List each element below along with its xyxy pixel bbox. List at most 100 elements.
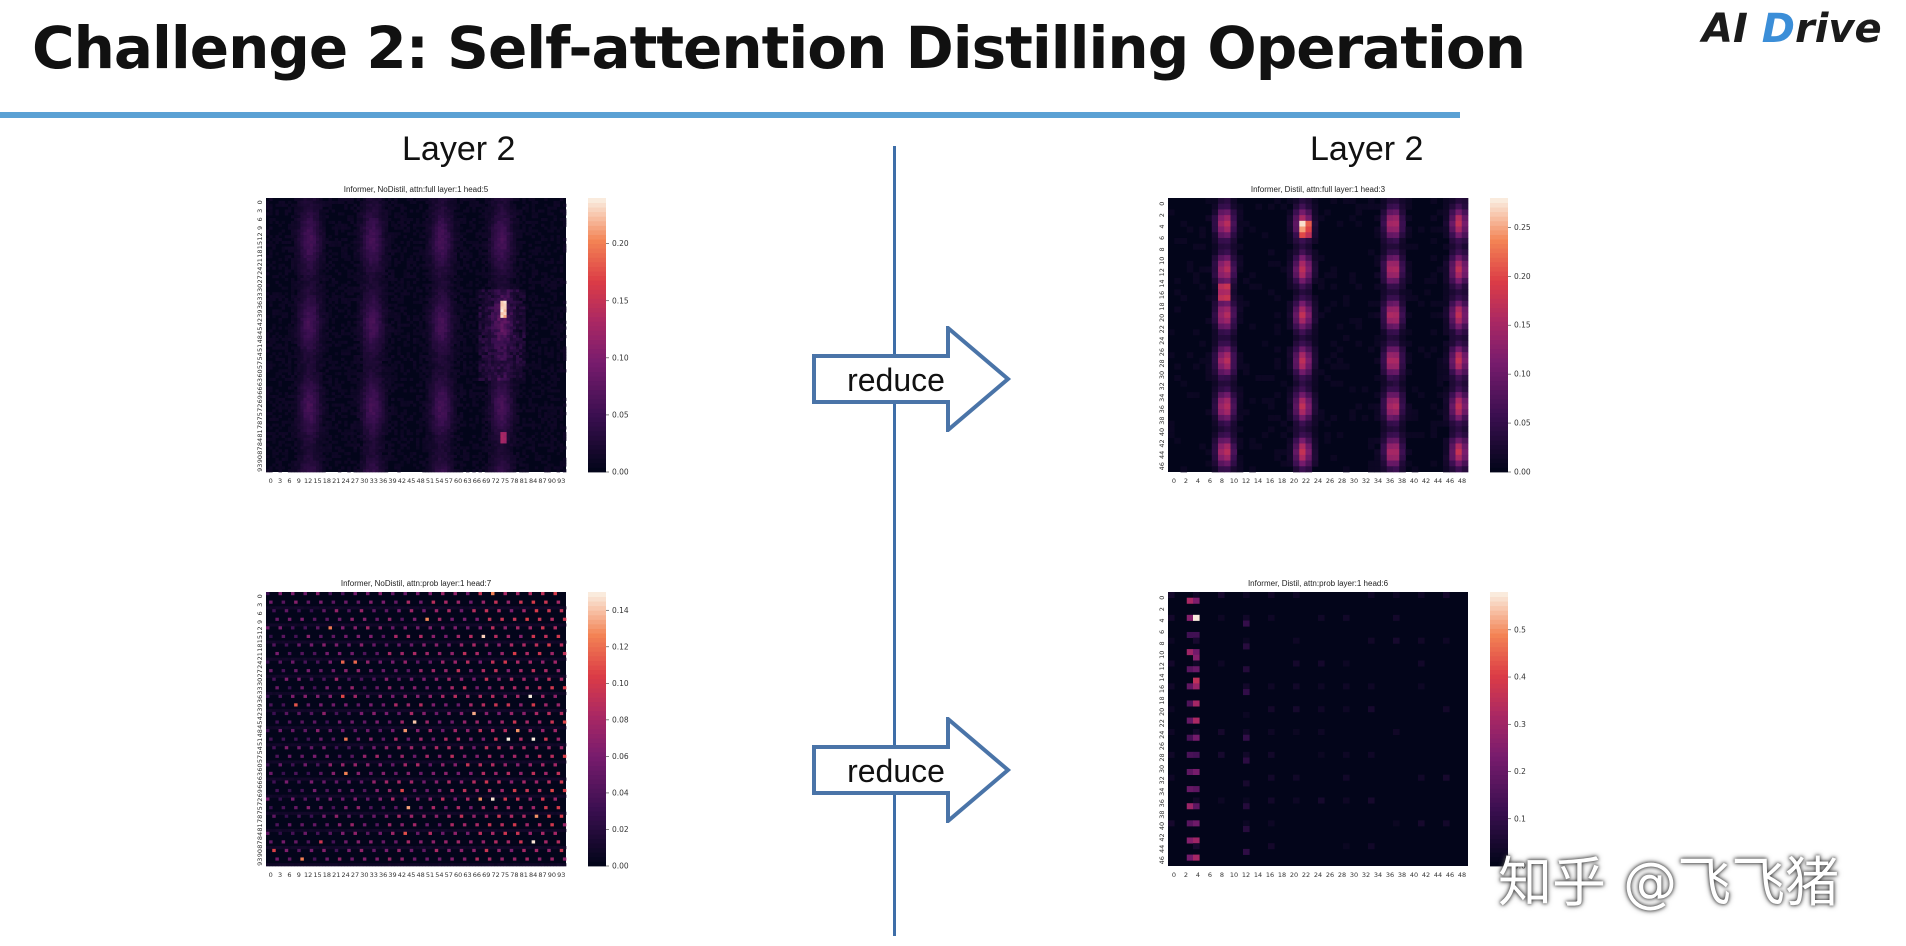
heatmap-cell	[516, 280, 520, 284]
heatmap-cell	[437, 340, 442, 344]
heatmap-cell	[384, 380, 389, 384]
heatmap-cell	[531, 386, 536, 390]
heatmap-cell	[428, 403, 432, 407]
heatmap-cell	[294, 349, 298, 353]
heatmap-cell	[503, 272, 507, 276]
heatmap-cell	[516, 406, 520, 410]
heatmap-cell	[509, 349, 514, 353]
heatmap-cell	[325, 349, 329, 353]
heatmap-cell	[381, 223, 386, 227]
heatmap-cell	[387, 212, 392, 216]
heatmap-cell	[341, 352, 345, 356]
heatmap-cell	[272, 417, 276, 421]
heatmap-cell	[387, 286, 392, 290]
heatmap-cell	[478, 295, 482, 299]
heatmap-cell	[481, 203, 486, 207]
heatmap-cell	[431, 306, 436, 310]
heatmap-cell	[484, 377, 489, 382]
heatmap-cell	[431, 309, 436, 313]
heatmap-cell	[478, 249, 482, 253]
heatmap-cell	[512, 335, 517, 339]
heatmap-cell	[366, 372, 370, 376]
heatmap-cell	[550, 403, 554, 407]
heatmap-cell	[559, 260, 564, 264]
heatmap-cell	[516, 235, 520, 239]
heatmap-cell	[372, 343, 376, 347]
heatmap-cell	[278, 297, 282, 302]
heatmap-cell	[266, 237, 270, 242]
heatmap-cell	[312, 269, 317, 273]
heatmap-cell	[450, 263, 454, 267]
heatmap-cell	[481, 212, 486, 216]
heatmap-cell	[487, 366, 492, 370]
heatmap-cell	[359, 235, 364, 239]
heatmap-cell	[434, 275, 439, 279]
heatmap-cell	[319, 198, 323, 202]
heatmap-cell	[306, 252, 311, 256]
heatmap-cell	[441, 306, 445, 310]
heatmap-cell	[456, 266, 461, 270]
heatmap-cell	[319, 220, 323, 225]
heatmap-cell	[509, 397, 514, 401]
heatmap-cell	[366, 320, 370, 324]
heatmap-cell	[272, 346, 276, 350]
heatmap-cell	[500, 277, 504, 282]
heatmap-cell	[459, 295, 464, 299]
heatmap-cell	[425, 289, 429, 293]
heatmap-cell	[512, 412, 517, 416]
heatmap-cell	[447, 326, 451, 330]
heatmap-cell	[269, 243, 273, 247]
heatmap-cell	[484, 352, 489, 356]
heatmap-cell	[487, 337, 492, 342]
heatmap-cell	[300, 389, 304, 393]
heatmap-cell	[350, 220, 354, 225]
heatmap-cell	[509, 206, 514, 210]
heatmap-cell	[537, 352, 542, 356]
heatmap-cell	[306, 369, 311, 373]
heatmap-cell	[284, 412, 289, 416]
heatmap-cell	[406, 286, 411, 290]
heatmap-cell	[366, 329, 370, 333]
heatmap-cell	[303, 223, 307, 227]
heatmap-cell	[294, 309, 298, 313]
heatmap-cell	[297, 340, 301, 344]
heatmap-cell	[278, 346, 282, 350]
heatmap-cell	[291, 246, 295, 250]
heatmap-cell	[444, 243, 448, 247]
heatmap-cell	[275, 275, 279, 279]
heatmap-cell	[456, 383, 461, 387]
heatmap-cell	[559, 226, 564, 230]
heatmap-cell	[362, 346, 367, 350]
heatmap-cell	[384, 297, 389, 302]
heatmap-cell	[284, 337, 289, 342]
heatmap-cell	[278, 326, 282, 330]
heatmap-cell	[556, 283, 561, 287]
heatmap-cell	[519, 309, 523, 313]
heatmap-cell	[384, 220, 389, 225]
heatmap-cell	[450, 337, 454, 342]
heatmap-cell	[353, 297, 357, 302]
heatmap-cell	[362, 309, 367, 313]
heatmap-cell	[497, 289, 501, 293]
heatmap-cell	[428, 409, 432, 413]
heatmap-cell	[394, 329, 398, 333]
heatmap-cell	[447, 252, 451, 256]
heatmap-cell	[475, 335, 479, 339]
heatmap-cell	[378, 397, 382, 401]
heatmap-cell	[281, 229, 286, 233]
heatmap-cell	[381, 275, 386, 279]
heatmap-cell	[412, 240, 417, 245]
heatmap-cell	[487, 354, 492, 359]
heatmap-cell	[303, 215, 307, 219]
heatmap-cell	[316, 232, 320, 236]
heatmap-cell	[362, 349, 367, 353]
heatmap-cell	[303, 389, 307, 393]
heatmap-cell	[350, 335, 354, 339]
heatmap-cell	[294, 389, 298, 393]
heatmap-cell	[503, 383, 507, 387]
heatmap-cell	[378, 217, 382, 222]
heatmap-cell	[403, 306, 407, 310]
heatmap-cell	[431, 297, 436, 302]
heatmap-cell	[453, 257, 457, 262]
heatmap-cell	[431, 269, 436, 273]
